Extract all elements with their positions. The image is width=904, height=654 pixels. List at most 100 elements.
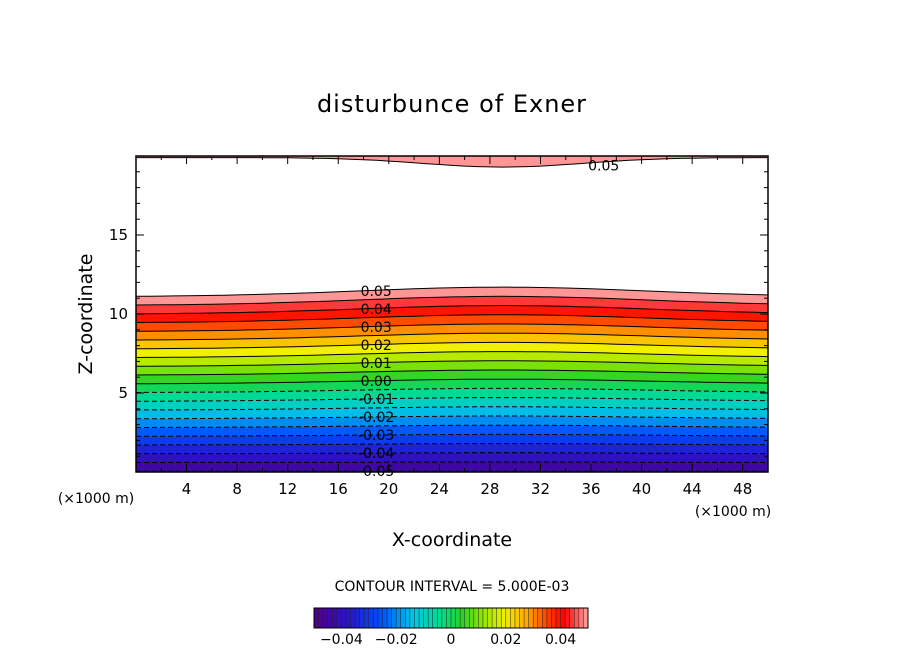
colorbar-swatch bbox=[446, 608, 452, 628]
colorbar-ticks: −0.04 −0.02 0 0.02 0.04 bbox=[320, 632, 576, 648]
y-tick-label: 5 bbox=[118, 384, 128, 402]
colorbar-swatch bbox=[565, 608, 571, 628]
contour-line bbox=[135, 286, 769, 297]
colorbar-swatch bbox=[482, 608, 489, 628]
contour-line bbox=[135, 314, 769, 323]
colorbar-swatch bbox=[437, 608, 443, 628]
contour-line bbox=[135, 369, 769, 376]
x-tick-label: 36 bbox=[581, 480, 600, 498]
colorbar-swatch bbox=[432, 608, 438, 628]
x-tick-label: 28 bbox=[480, 480, 499, 498]
contour-band-top bbox=[136, 156, 768, 168]
colorbar-swatch bbox=[460, 608, 466, 628]
colorbar-swatch bbox=[574, 608, 580, 628]
contour-interval-label: CONTOUR INTERVAL = 5.000E-03 bbox=[335, 579, 570, 595]
colorbar-swatch bbox=[391, 608, 397, 628]
contour-line bbox=[136, 415, 769, 420]
colorbar-swatch bbox=[318, 608, 324, 628]
colorbar-swatch bbox=[569, 608, 575, 628]
colorbar-swatch bbox=[314, 608, 320, 628]
colorbar-swatch bbox=[473, 608, 479, 628]
contour-label: -0.01 bbox=[358, 392, 394, 408]
colorbar-tick-label: 0 bbox=[447, 632, 456, 648]
contour-label: -0.03 bbox=[358, 428, 394, 444]
colorbar-swatch bbox=[327, 608, 333, 628]
colorbar-swatch bbox=[323, 608, 329, 628]
colorbar-swatch bbox=[524, 608, 530, 628]
contour-line bbox=[135, 304, 769, 315]
colorbar-swatch bbox=[377, 608, 383, 628]
colorbar-swatch bbox=[350, 608, 356, 628]
colorbar-swatch bbox=[528, 608, 534, 628]
contour-label: -0.04 bbox=[358, 446, 394, 462]
contour-label: 0.05 bbox=[588, 158, 619, 174]
colorbar-swatch bbox=[492, 608, 498, 628]
colorbar-swatch bbox=[400, 608, 406, 628]
colorbar-swatch bbox=[533, 608, 539, 628]
colorbar-swatch bbox=[387, 608, 393, 628]
colorbar-swatch bbox=[556, 608, 562, 628]
x-axis: 4 8 12 16 20 24 28 32 36 40 44 48 bbox=[160, 156, 752, 498]
contour-line bbox=[135, 295, 769, 306]
colorbar-swatch bbox=[487, 608, 493, 628]
contour-label: 0.04 bbox=[361, 302, 392, 318]
colorbar-swatch bbox=[542, 608, 548, 628]
colorbar-swatch bbox=[510, 608, 516, 628]
colorbar-tick-label: 0.04 bbox=[545, 632, 576, 648]
contour-line bbox=[136, 443, 769, 446]
colorbar-swatch bbox=[455, 608, 461, 628]
x-tick-label: 20 bbox=[379, 480, 398, 498]
contour-line-top bbox=[136, 157, 768, 168]
colorbar-swatch bbox=[464, 608, 470, 628]
colorbar-swatch bbox=[373, 608, 379, 628]
contour-fill-layer bbox=[135, 156, 769, 473]
contour-line bbox=[136, 360, 769, 367]
colorbar-swatch bbox=[478, 608, 484, 628]
contour-band bbox=[135, 461, 769, 472]
x-tick-label: 24 bbox=[430, 480, 449, 498]
colorbar-swatch bbox=[578, 608, 584, 628]
contour-line bbox=[136, 424, 768, 428]
x-tick-label: 4 bbox=[182, 480, 192, 498]
colorbar-frame bbox=[313, 607, 589, 629]
contour-line bbox=[135, 332, 769, 341]
x-tick-label: 40 bbox=[632, 480, 651, 498]
contour-labels: 0.05 0.05 0.04 0.03 0.02 0.01 0.00 -0.01 -0.02 -0… bbox=[358, 158, 619, 480]
colorbar-swatch bbox=[409, 608, 415, 628]
colorbar-swatch bbox=[496, 608, 502, 628]
contour-line bbox=[136, 341, 769, 350]
x-unit-right: (×1000 m) bbox=[695, 504, 771, 520]
colorbar-swatch bbox=[505, 608, 511, 628]
contour-line bbox=[136, 397, 769, 402]
contour-line bbox=[136, 461, 768, 463]
x-tick-label: 32 bbox=[531, 480, 550, 498]
colorbar-swatch bbox=[546, 608, 552, 628]
contour-line bbox=[136, 452, 768, 455]
colorbar-swatch bbox=[441, 608, 447, 628]
x-tick-label: 8 bbox=[232, 480, 242, 498]
contour-label: 0.05 bbox=[361, 284, 392, 300]
y-axis: 5 10 15 bbox=[109, 171, 768, 457]
x-tick-label: 48 bbox=[733, 480, 752, 498]
contour-label: -0.02 bbox=[358, 410, 394, 426]
colorbar-swatch bbox=[332, 608, 338, 628]
contour-label: 0.00 bbox=[361, 374, 392, 390]
colorbar-swatch bbox=[501, 608, 507, 628]
colorbar-tick-label: 0.02 bbox=[490, 632, 521, 648]
colorbar-swatch bbox=[336, 608, 342, 628]
colorbar-swatch bbox=[551, 608, 557, 628]
contour-line bbox=[135, 406, 769, 411]
colorbar-swatch bbox=[560, 608, 566, 628]
colorbar-swatch bbox=[428, 608, 434, 628]
colorbar-swatch bbox=[537, 608, 543, 628]
colorbar-swatch bbox=[368, 608, 374, 628]
contour-label: 0.03 bbox=[361, 320, 392, 336]
x-tick-label: 44 bbox=[683, 480, 702, 498]
colorbar-swatch bbox=[355, 608, 361, 628]
contour-line bbox=[135, 351, 769, 358]
colorbar-swatch bbox=[514, 608, 520, 628]
colorbar-swatch bbox=[423, 608, 429, 628]
colorbar-tick-label: −0.04 bbox=[320, 632, 363, 648]
colorbar-swatch bbox=[469, 608, 475, 628]
